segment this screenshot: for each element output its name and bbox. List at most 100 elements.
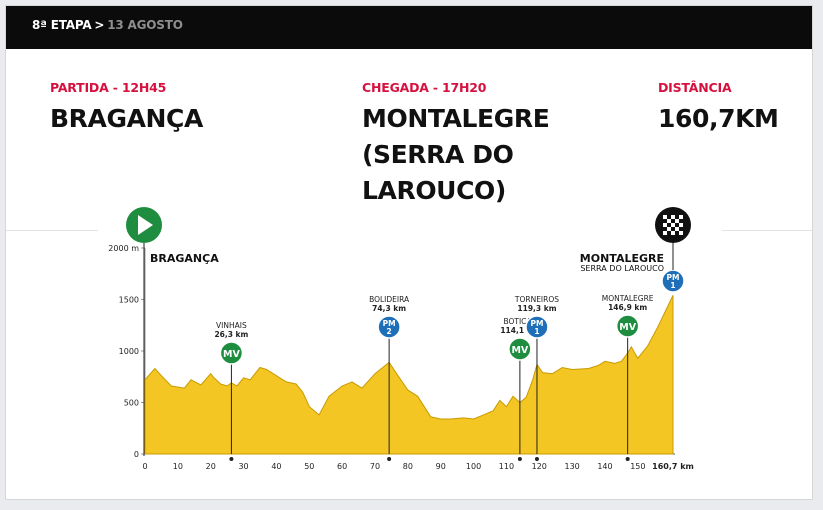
- checkered-pattern: [663, 215, 683, 235]
- checker-square: [671, 219, 675, 223]
- finish-town-line: MONTALEGRE: [362, 104, 550, 133]
- checker-square: [663, 227, 667, 231]
- checker-square: [679, 227, 683, 231]
- marker-name: VINHAIS: [216, 321, 247, 330]
- y-tick-label: 0: [134, 450, 139, 459]
- route-marker[interactable]: PM1: [661, 269, 685, 293]
- checker-square: [671, 227, 675, 231]
- checker-square: [679, 219, 683, 223]
- marker-distance: 74,3 km: [372, 304, 406, 313]
- checker-square: [679, 215, 683, 219]
- checker-square: [671, 231, 675, 235]
- checker-square: [671, 215, 675, 219]
- climb-badge-label: PM: [383, 319, 396, 328]
- x-tick-label: 40: [271, 462, 281, 471]
- climb-badge[interactable]: [525, 315, 549, 339]
- checker-square: [675, 231, 679, 235]
- sprint-badge[interactable]: [219, 341, 244, 365]
- marker-km-dot: [387, 457, 392, 461]
- x-tick-label: 90: [436, 462, 446, 471]
- checker-square: [663, 223, 667, 227]
- climb-badge-category: 1: [534, 327, 539, 336]
- divider-right: [722, 230, 814, 231]
- climb-badge[interactable]: [377, 315, 401, 339]
- finish-info: CHEGADA - 17H20 MONTALEGRE (SERRA DO LAR…: [362, 80, 550, 209]
- stage-header-bar: 8ª ETAPA >13 AGOSTO: [6, 6, 812, 49]
- checker-square: [663, 219, 667, 223]
- x-tick-label: 140: [597, 462, 612, 471]
- sprint-badge[interactable]: [508, 337, 532, 361]
- marker-distance: 114,1 km: [500, 326, 539, 335]
- x-tick-label: 50: [304, 462, 314, 471]
- finish-subtitle-label: SERRA DO LAROUCO: [580, 264, 664, 273]
- climb-badge-category: 1: [670, 281, 675, 290]
- x-tick-label: 110: [499, 462, 514, 471]
- distance-info: DISTÂNCIA 160,7KM: [658, 80, 779, 137]
- breadcrumb-separator: >: [94, 18, 105, 32]
- x-tick-label: 100: [466, 462, 481, 471]
- finish-town-line: LAROUCO): [362, 176, 506, 205]
- x-tick-label: 150: [630, 462, 645, 471]
- checker-square: [679, 231, 683, 235]
- x-tick-label: 0: [142, 462, 147, 471]
- start-marker[interactable]: [126, 207, 162, 456]
- marker-name: BOLIDEIRA: [369, 295, 410, 304]
- checker-square: [667, 231, 671, 235]
- marker-distance: 146,9 km: [608, 303, 647, 312]
- climb-badge-label: PM: [667, 273, 680, 282]
- finish-label: CHEGADA - 17H20: [362, 80, 487, 95]
- stage-number[interactable]: 8ª ETAPA: [32, 18, 92, 32]
- marker-name: BOTICAS: [503, 317, 536, 326]
- checker-square: [679, 223, 683, 227]
- divider-left: [6, 230, 98, 231]
- checker-square: [667, 219, 671, 223]
- breadcrumb: 8ª ETAPA >13 AGOSTO: [32, 18, 183, 32]
- x-tick-label: 160,7 km: [652, 462, 694, 471]
- start-town: BRAGANÇA: [50, 104, 203, 133]
- y-tick-label: 1500: [119, 296, 139, 305]
- start-info: PARTIDA - 12H45 BRAGANÇA: [50, 80, 203, 137]
- checker-square: [671, 223, 675, 227]
- x-tick-label: 80: [403, 462, 413, 471]
- checker-square: [675, 227, 679, 231]
- marker-distance: 26,3 km: [214, 330, 248, 339]
- finish-town-label: MONTALEGRE: [580, 252, 664, 265]
- finish-marker[interactable]: [655, 207, 691, 270]
- x-tick-label: 60: [337, 462, 347, 471]
- checker-square: [667, 227, 671, 231]
- x-tick-label: 130: [564, 462, 579, 471]
- marker-km-dot: [229, 457, 234, 461]
- start-town-label: BRAGANÇA: [150, 252, 219, 265]
- sprint-badge-label: MV: [619, 322, 636, 333]
- marker-km-dot: [625, 457, 630, 461]
- x-tick-label: 120: [532, 462, 547, 471]
- checker-square: [675, 215, 679, 219]
- marker-distance: 119,3 km: [517, 304, 556, 313]
- checker-square: [667, 223, 671, 227]
- stage-date: 13 AGOSTO: [107, 18, 183, 32]
- checker-square: [675, 223, 679, 227]
- marker-name: MONTALEGRE: [602, 294, 654, 303]
- sprint-badge-label: MV: [511, 345, 528, 356]
- x-tick-label: 10: [173, 462, 183, 471]
- finish-town-line: (SERRA DO: [362, 140, 514, 169]
- checker-square: [663, 215, 667, 219]
- y-tick-label: 1000: [119, 347, 139, 356]
- elevation-area: [144, 295, 674, 455]
- x-tick-label: 30: [238, 462, 248, 471]
- climb-badge-category: 2: [387, 327, 392, 336]
- marker-km-dot: [534, 457, 539, 461]
- sprint-badge[interactable]: [615, 314, 640, 338]
- finish-town: MONTALEGRE (SERRA DO LAROUCO): [362, 101, 550, 209]
- checker-square: [667, 215, 671, 219]
- start-label: PARTIDA - 12H45: [50, 80, 167, 95]
- checker-square: [663, 231, 667, 235]
- checker-square: [675, 219, 679, 223]
- marker-km-dot: [517, 457, 522, 461]
